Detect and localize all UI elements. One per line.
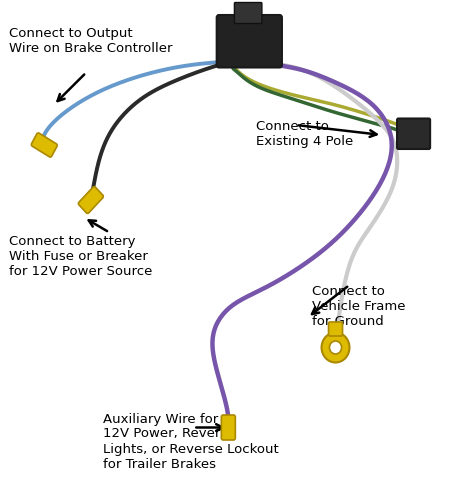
Text: Auxiliary Wire for
12V Power, Reverse
Lights, or Reverse Lockout
for Trailer Bra: Auxiliary Wire for 12V Power, Reverse Li… [103,412,278,470]
Text: Connect to Battery
With Fuse or Breaker
for 12V Power Source: Connect to Battery With Fuse or Breaker … [9,235,153,278]
FancyBboxPatch shape [78,186,103,214]
Text: Connect to
Existing 4 Pole: Connect to Existing 4 Pole [256,120,354,148]
FancyBboxPatch shape [234,2,262,24]
FancyBboxPatch shape [217,15,282,68]
Text: Connect to
Vehicle Frame
for Ground: Connect to Vehicle Frame for Ground [312,285,406,328]
FancyBboxPatch shape [397,118,430,149]
Text: Connect to Output
Wire on Brake Controller: Connect to Output Wire on Brake Controll… [9,28,173,56]
Circle shape [322,332,350,362]
FancyBboxPatch shape [221,415,235,440]
FancyBboxPatch shape [329,322,343,336]
Circle shape [329,341,342,354]
FancyBboxPatch shape [31,133,57,157]
